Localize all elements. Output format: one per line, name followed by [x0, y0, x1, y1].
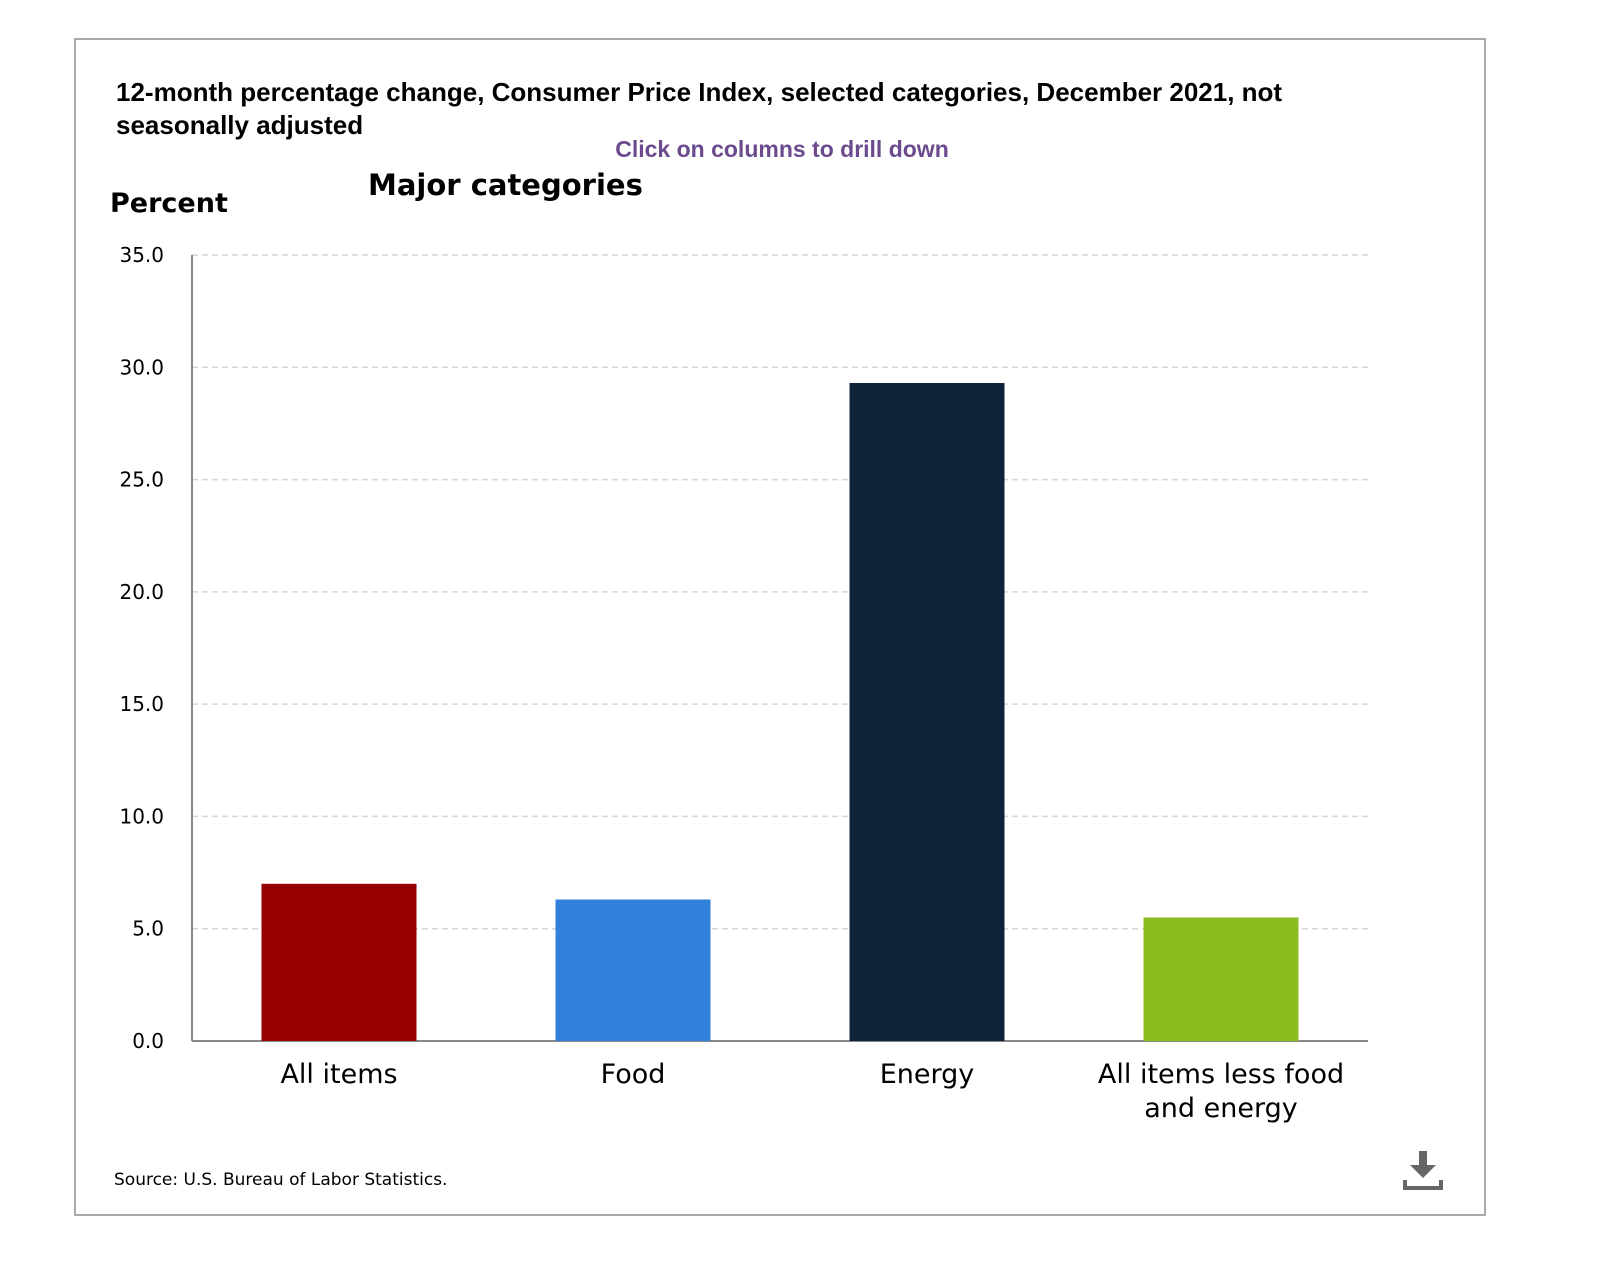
- chart-frame: 12-month percentage change, Consumer Pri…: [74, 38, 1486, 1216]
- y-tick-label: 10.0: [119, 804, 164, 828]
- y-axis-label: Percent: [110, 188, 228, 219]
- bar[interactable]: [555, 899, 711, 1041]
- x-tick-label: All items: [280, 1059, 397, 1090]
- y-tick-label: 20.0: [119, 580, 164, 604]
- x-tick-label: Energy: [880, 1059, 975, 1090]
- x-tick-label: All items less food: [1098, 1059, 1344, 1090]
- x-tick-label: and energy: [1144, 1093, 1297, 1124]
- y-tick-label: 15.0: [119, 692, 164, 716]
- y-tick-label: 0.0: [132, 1029, 164, 1053]
- chart-title: 12-month percentage change, Consumer Pri…: [116, 77, 1283, 140]
- source-note: Source: U.S. Bureau of Labor Statistics.: [114, 1170, 448, 1190]
- download-icon[interactable]: [1400, 1148, 1446, 1194]
- y-tick-label: 35.0: [119, 243, 164, 267]
- y-tick-label: 5.0: [132, 917, 164, 941]
- bar[interactable]: [849, 383, 1005, 1041]
- x-tick-label: Food: [601, 1059, 666, 1090]
- drill-down-hint: Click on columns to drill down: [615, 136, 949, 162]
- y-tick-label: 30.0: [119, 355, 164, 379]
- bar[interactable]: [1143, 917, 1299, 1041]
- chart-subtitle: Major categories: [368, 168, 643, 202]
- bar[interactable]: [261, 883, 417, 1041]
- bar-chart-plot: 0.0 5.0 10.0 15.0 20.0 25.0 30.0 35.0 All items F…: [119, 243, 1368, 1124]
- y-tick-label: 25.0: [119, 468, 164, 492]
